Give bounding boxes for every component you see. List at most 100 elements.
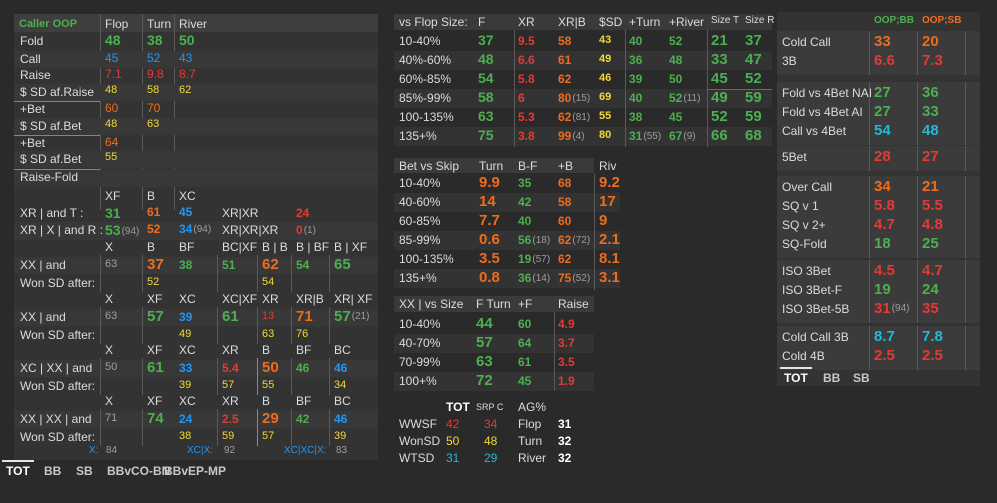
stat-value: 62 <box>558 252 572 266</box>
row-label: 70-99% <box>399 355 441 369</box>
stat-value: 25 <box>922 235 939 252</box>
stat-value: 49 <box>599 53 612 65</box>
stat-value: 63 <box>147 118 160 130</box>
row-shade <box>394 193 620 212</box>
stat-value: 58 <box>147 84 160 96</box>
stat-value: 40 <box>518 214 532 228</box>
row-shade <box>394 89 772 108</box>
stat-value: 46 <box>599 72 612 84</box>
stat-value: 31 <box>446 451 460 465</box>
column-header: River <box>179 17 208 31</box>
footer-value: 84 <box>106 445 118 456</box>
divider <box>257 409 258 446</box>
group-shade <box>777 326 980 370</box>
row-label: +Bet <box>20 136 46 150</box>
stat-value: 50 <box>446 434 460 448</box>
divider <box>142 14 143 210</box>
stat-value: 60 <box>105 101 119 115</box>
row-label: ISO 3Bet <box>782 264 831 278</box>
divider <box>14 169 100 170</box>
stat-value: 99 <box>558 129 572 143</box>
tab-sb[interactable]: SB <box>76 465 93 477</box>
tab-bbvep-mp[interactable]: BBvEP-MP <box>164 465 226 477</box>
divider <box>707 89 772 90</box>
stat-value: 9.8 <box>147 67 164 81</box>
tab-tot[interactable]: TOT <box>2 460 34 477</box>
stat-value: 80 <box>599 129 612 141</box>
group-shade <box>777 31 980 75</box>
stat-value: 7.1 <box>105 67 122 81</box>
tab-label: SB <box>853 371 870 385</box>
stat-value: 7.7 <box>479 212 500 229</box>
stat-value: 68 <box>558 176 572 190</box>
column-header: B <box>147 189 156 203</box>
stat-value: 63 <box>478 108 494 124</box>
row-label: SQ-Fold <box>782 237 827 251</box>
row-label: $ SD af.Bet <box>20 152 82 166</box>
stat-value: 29 <box>262 410 279 427</box>
stat-value: 63 <box>105 310 118 322</box>
tab-label: BB <box>44 464 62 478</box>
stat-value: 4.7 <box>874 216 895 233</box>
sample-count: (1) <box>303 225 316 236</box>
column-header: OOP;BB <box>874 15 914 26</box>
stat-value: 57 <box>222 379 235 391</box>
divider <box>329 307 330 344</box>
stat-value: 32 <box>558 434 572 448</box>
divider <box>554 312 555 390</box>
stat-value: 48 <box>922 122 939 139</box>
stat-value: 9.2 <box>599 174 620 191</box>
column-header: XR|B <box>558 15 586 29</box>
column-header: B | XF <box>334 240 368 254</box>
stat-value: 9.5 <box>518 34 535 48</box>
tab-bbvco-bn[interactable]: BBvCO-BN <box>107 465 170 477</box>
stat-value: 2.5 <box>874 347 895 364</box>
divider <box>100 14 101 210</box>
divider <box>100 307 101 344</box>
row-shade <box>394 127 772 146</box>
stat-value: 9.9 <box>479 174 500 191</box>
column-header: SRP C <box>476 402 504 412</box>
row-shade <box>14 222 378 240</box>
stat-value: 39 <box>179 310 193 324</box>
group-shade <box>777 146 980 171</box>
stat-value: 48 <box>478 51 494 67</box>
sample-count: (55) <box>643 131 662 142</box>
tab-label: BBvCO-BN <box>107 464 171 478</box>
divider <box>142 409 143 446</box>
row-label: 10-40% <box>399 317 441 331</box>
stat-value: 55 <box>105 151 118 163</box>
divider <box>707 30 708 147</box>
stat-value: 45 <box>179 205 193 219</box>
tab-sb[interactable]: SB <box>853 372 870 384</box>
stat-value: 31 <box>558 417 572 431</box>
panel-title: Caller OOP <box>19 18 78 30</box>
column-header: vs Flop Size: <box>399 15 468 29</box>
column-header: XC|XF <box>222 292 258 306</box>
stat-value: 29 <box>484 451 498 465</box>
tab-tot[interactable]: TOT <box>780 367 812 384</box>
row-label: Fold <box>20 34 44 48</box>
group-shade <box>777 176 980 258</box>
row-label: Flop <box>518 417 542 431</box>
stat-value: 8.7 <box>179 67 196 81</box>
row-label: Won SD after: <box>20 430 96 444</box>
tab-bb[interactable]: BB <box>44 465 61 477</box>
sample-count: (14) <box>532 273 551 284</box>
row-label: Over Call <box>782 180 833 194</box>
stat-value: 37 <box>745 32 762 49</box>
tab-bb[interactable]: BB <box>823 372 840 384</box>
divider <box>217 307 218 344</box>
stat-value: 32 <box>558 451 572 465</box>
row-label: 85-99% <box>399 233 441 247</box>
stat-value: 76 <box>296 328 309 340</box>
sample-count: (18) <box>532 235 551 246</box>
stat-value: 2.5 <box>222 412 239 426</box>
row-label: XR | and T : <box>20 206 84 220</box>
row-shade <box>14 309 378 326</box>
stat-value: 75 <box>558 271 572 285</box>
sample-count: (94) <box>121 226 140 237</box>
stat-value: 31 <box>629 129 643 143</box>
stat-value: 2.1 <box>599 231 620 248</box>
stat-value: 8.7 <box>874 328 895 345</box>
